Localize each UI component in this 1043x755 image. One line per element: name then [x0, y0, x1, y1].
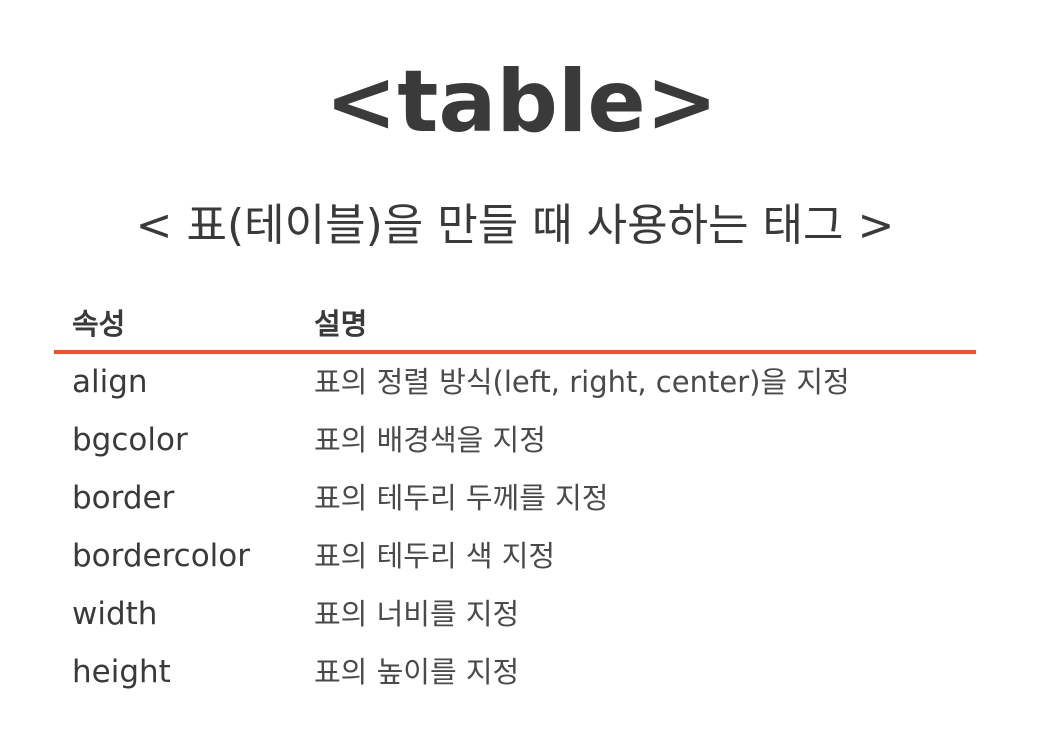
page-subtitle: < 표(테이블)을 만들 때 사용하는 태그 > — [135, 200, 895, 251]
table-row: width 표의 너비를 지정 — [54, 586, 976, 644]
table-header: 속성 설명 — [54, 298, 976, 354]
table-body: align 표의 정렬 방식(left, right, center)을 지정 … — [54, 354, 976, 702]
attribute-description: 표의 배경색을 지정 — [314, 423, 546, 457]
attribute-description: 표의 높이를 지정 — [314, 655, 520, 689]
attribute-name: bgcolor — [72, 422, 188, 458]
attribute-table: 속성 설명 align 표의 정렬 방식(left, right, center… — [54, 298, 976, 702]
attribute-description: 표의 너비를 지정 — [314, 597, 520, 631]
table-row: bordercolor 표의 테두리 색 지정 — [54, 528, 976, 586]
table-row: border 표의 테두리 두께를 지정 — [54, 470, 976, 528]
header-attribute: 속성 — [72, 307, 126, 341]
table-row: bgcolor 표의 배경색을 지정 — [54, 412, 976, 470]
attribute-name: align — [72, 364, 148, 400]
table-row: align 표의 정렬 방식(left, right, center)을 지정 — [54, 354, 976, 412]
header-description: 설명 — [314, 307, 368, 341]
attribute-name: width — [72, 596, 158, 632]
attribute-name: height — [72, 654, 171, 690]
attribute-description: 표의 테두리 두께를 지정 — [314, 481, 609, 515]
attribute-description: 표의 테두리 색 지정 — [314, 539, 556, 573]
attribute-description: 표의 정렬 방식(left, right, center)을 지정 — [314, 365, 850, 399]
attribute-name: border — [72, 480, 175, 516]
table-row: height 표의 높이를 지정 — [54, 644, 976, 702]
page-title: <table> — [325, 52, 718, 152]
attribute-name: bordercolor — [72, 538, 250, 574]
